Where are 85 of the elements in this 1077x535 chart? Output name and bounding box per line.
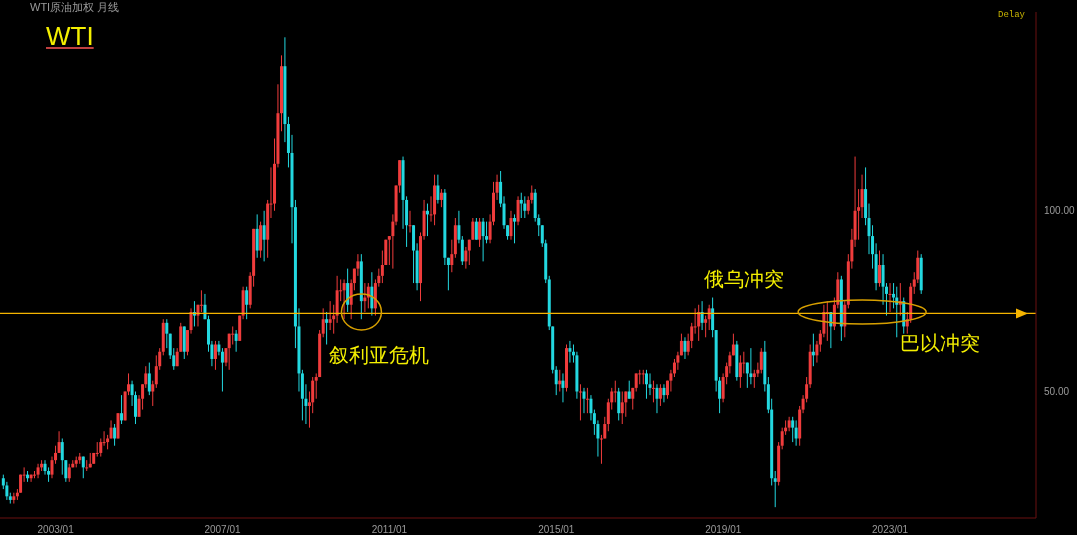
candlestick bbox=[224, 347, 228, 367]
candlestick bbox=[711, 297, 715, 338]
candlestick bbox=[234, 329, 238, 353]
candlestick bbox=[589, 394, 593, 421]
candlestick bbox=[707, 304, 711, 331]
candlestick bbox=[585, 387, 589, 414]
candlestick bbox=[450, 239, 454, 273]
x-tick-label: 2007/01 bbox=[204, 524, 242, 535]
candlestick bbox=[825, 300, 829, 342]
x-tick-label: 2015/01 bbox=[538, 524, 575, 535]
annotation: 巴以冲突 bbox=[900, 331, 981, 354]
candlestick bbox=[321, 307, 325, 338]
candlestick bbox=[467, 239, 471, 266]
candlestick bbox=[651, 380, 655, 403]
candlestick bbox=[60, 437, 64, 476]
candlestick bbox=[554, 365, 558, 396]
candlestick bbox=[773, 470, 777, 508]
candlestick bbox=[742, 351, 746, 374]
candlestick bbox=[165, 318, 169, 349]
candlestick bbox=[85, 459, 89, 472]
candlestick bbox=[683, 336, 687, 360]
candlestick bbox=[634, 372, 638, 392]
candlestick bbox=[620, 391, 624, 425]
annotation: Delay bbox=[998, 10, 1026, 21]
candlestick bbox=[791, 416, 795, 443]
candlestick bbox=[408, 210, 412, 233]
candlestick bbox=[245, 286, 249, 320]
candlestick bbox=[516, 195, 520, 226]
candlestick bbox=[561, 372, 565, 403]
candlestick bbox=[120, 394, 124, 425]
y-tick-label: 50.00 bbox=[1044, 386, 1070, 398]
candlestick bbox=[57, 430, 61, 454]
candlestick bbox=[759, 347, 763, 374]
candlestick bbox=[627, 380, 631, 400]
candlestick bbox=[578, 383, 582, 421]
candlestick bbox=[151, 380, 155, 407]
candlestick bbox=[346, 268, 350, 313]
x-tick-label: 2019/01 bbox=[705, 524, 742, 535]
x-tick-label: 2011/01 bbox=[371, 524, 408, 535]
candlestick bbox=[878, 250, 882, 288]
candlestick bbox=[704, 315, 708, 338]
x-tick-label: 2023/01 bbox=[872, 524, 909, 535]
candlestick bbox=[888, 282, 892, 313]
candlestick bbox=[436, 174, 440, 205]
candlestick bbox=[255, 213, 259, 259]
candlestick bbox=[860, 174, 864, 219]
candlestick bbox=[523, 195, 527, 219]
candlestick bbox=[519, 192, 523, 219]
candlestick bbox=[641, 369, 645, 385]
candlestick bbox=[481, 217, 485, 262]
candlestick bbox=[749, 347, 753, 385]
x-tick-label: 2003/01 bbox=[37, 524, 75, 535]
candlestick bbox=[568, 340, 572, 364]
candlestick bbox=[113, 423, 117, 447]
candlestick bbox=[613, 380, 617, 403]
candlestick bbox=[199, 289, 203, 313]
candlestick bbox=[658, 383, 662, 407]
candlestick bbox=[662, 383, 666, 403]
candlestick bbox=[697, 304, 701, 342]
annotation: 叙利亚危机 bbox=[329, 343, 430, 366]
candlestick bbox=[439, 188, 443, 208]
candlestick bbox=[638, 369, 642, 385]
candlestick bbox=[644, 369, 648, 400]
candlestick bbox=[513, 213, 517, 244]
chart-title: WTI原油加权 月线 bbox=[30, 0, 120, 15]
candlestick bbox=[328, 300, 332, 331]
candlestick bbox=[446, 257, 450, 291]
candlestick bbox=[700, 300, 704, 331]
candlestick bbox=[738, 354, 742, 389]
candlestick bbox=[471, 217, 475, 241]
candlestick bbox=[617, 387, 621, 421]
y-tick-label: 100.00 bbox=[1044, 205, 1076, 217]
candlestick bbox=[648, 372, 652, 396]
annotation: 俄乌冲突 bbox=[704, 268, 784, 290]
candlestick bbox=[50, 456, 54, 479]
candlestick bbox=[478, 217, 482, 248]
annotation: WTI bbox=[46, 21, 94, 51]
candlestick bbox=[213, 340, 217, 371]
candlestick bbox=[231, 325, 235, 346]
candlestick bbox=[342, 278, 346, 320]
candlestick bbox=[325, 311, 329, 346]
candlestick bbox=[67, 463, 71, 483]
candlestick bbox=[655, 383, 659, 414]
candlestick bbox=[794, 419, 798, 447]
candlestick bbox=[474, 217, 478, 241]
